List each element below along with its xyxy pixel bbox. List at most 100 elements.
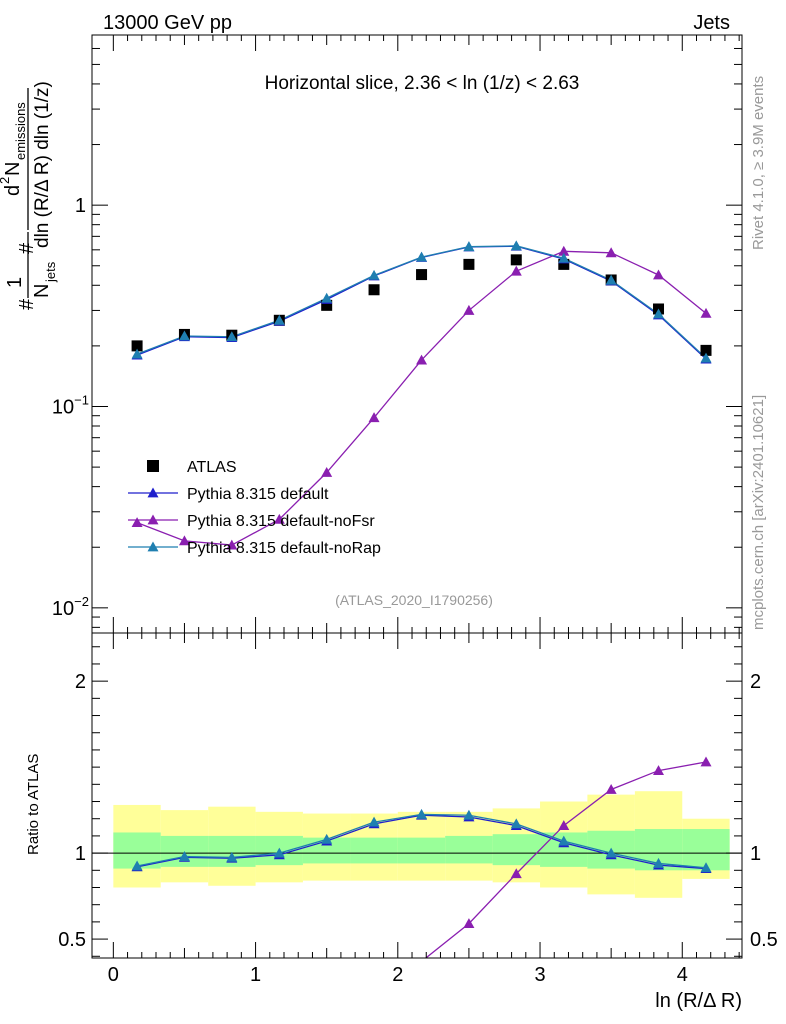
ratio-marker-noFsr — [463, 918, 475, 929]
legend-marker-noRap — [147, 541, 159, 552]
ylabel-hash-1: # — [16, 298, 38, 310]
marker-noRap — [321, 292, 333, 303]
marker-noRap — [273, 314, 285, 325]
line-default — [136, 245, 707, 360]
ylabel-hash-2: # — [16, 242, 38, 254]
ratio-frame — [91, 632, 743, 959]
ratio-marker-noRap — [226, 851, 238, 862]
marker-noFsr — [510, 265, 522, 276]
ratio-y-tick-label-right: 0.5 — [750, 929, 778, 951]
ylabel-njets: N — [31, 284, 53, 298]
ratio-marker-noFsr — [558, 820, 570, 830]
marker-atlas — [368, 284, 380, 296]
ratio-y-tick-label: 0.5 — [58, 929, 86, 951]
legend-label-default: Pythia 8.315 default — [187, 486, 329, 503]
band-inner — [350, 837, 398, 864]
marker-noFsr — [463, 304, 475, 315]
marker-noRap — [131, 348, 143, 359]
ratio-marker-noRap — [463, 809, 475, 820]
marker-atlas — [558, 258, 570, 270]
band-inner — [445, 835, 493, 864]
ratio-marker-noRap — [178, 851, 190, 861]
marker-atlas — [416, 269, 428, 281]
ratio-y-tick-label: 2 — [75, 671, 86, 693]
marker-noFsr — [321, 467, 333, 477]
line-noRap — [136, 245, 707, 359]
ylabel-nem: N — [2, 162, 24, 176]
marker-noFsr — [558, 245, 570, 256]
ylabel-njets-sub: jets — [43, 261, 58, 283]
marker-atlas — [700, 344, 712, 356]
marker-noRap — [226, 331, 238, 342]
ratio-marker-noRap — [605, 847, 617, 858]
legend-marker-default — [147, 487, 159, 498]
marker-noFsr — [368, 412, 380, 423]
marker-atlas — [131, 340, 143, 352]
marker-noRap — [700, 352, 712, 363]
legend-marker-noFsr — [147, 514, 159, 525]
marker-noRap — [605, 274, 617, 285]
ratio-marker-noFsr — [653, 765, 665, 775]
ylabel-d2-sup: 2 — [0, 177, 12, 184]
marker-noFsr — [131, 517, 143, 528]
band-inner — [397, 837, 446, 864]
marker-noFsr — [226, 539, 238, 550]
ratio-marker-noRap — [131, 860, 143, 871]
main-panel: Horizontal slice, 2.36 < ln (1/z) < 2.63… — [52, 34, 743, 634]
ratio-marker-noRap — [273, 847, 285, 858]
ylabel-d2: d — [2, 185, 24, 196]
marker-noRap — [178, 330, 190, 341]
ratio-marker-noRap — [321, 833, 333, 844]
legend-marker-atlas — [147, 460, 159, 472]
legend-label-atlas: ATLAS — [187, 459, 237, 476]
ratio-marker-noRap — [368, 816, 380, 827]
ratio-marker-noRap — [510, 818, 522, 829]
y-tick-label: 1 — [75, 195, 86, 217]
header-jets: Jets — [693, 12, 730, 34]
marker-noFsr — [700, 307, 712, 318]
ratio-y-tick-label-right: 1 — [750, 843, 761, 865]
marker-noFsr — [178, 535, 190, 546]
analysis-watermark: (ATLAS_2020_I1790256) — [335, 592, 493, 608]
mcplots-label: mcplots.cern.ch [arXiv:2401.10621] — [750, 395, 767, 630]
ratio-marker-noRap — [653, 857, 665, 868]
main-title: Horizontal slice, 2.36 < ln (1/z) < 2.63 — [265, 73, 580, 94]
ylabel-nem-sub: emissions — [13, 102, 28, 160]
ratio-marker-noFsr — [605, 783, 617, 794]
x-tick-label: 0 — [108, 964, 119, 986]
marker-noFsr — [605, 247, 617, 258]
ylabel-one: 1 — [4, 277, 26, 288]
ratio-marker-noRap — [558, 835, 570, 846]
ratio-y-tick-label: 1 — [75, 843, 86, 865]
legend-label-noFsr: Pythia 8.315 default-noFsr — [187, 513, 375, 530]
x-tick-label: 4 — [677, 964, 688, 986]
marker-noRap — [510, 240, 522, 251]
y-tick-label: 10−2 — [52, 594, 89, 620]
marker-noFsr — [653, 269, 665, 280]
rivet-version-label: Rivet 4.1.0, ≥ 3.9M events — [750, 76, 767, 250]
ratio-marker-noFsr — [700, 756, 712, 767]
marker-atlas — [321, 299, 333, 311]
ratio-marker-noRap — [416, 808, 428, 819]
legend: ATLAS Pythia 8.315 default Pythia 8.315 de… — [128, 459, 381, 557]
band-inner — [492, 834, 541, 866]
marker-noFsr — [273, 513, 285, 524]
marker-atlas — [510, 254, 522, 266]
x-tick-label: 3 — [534, 964, 545, 986]
ratio-marker-noRap — [700, 862, 712, 873]
marker-noRap — [416, 251, 428, 262]
header-energy: 13000 GeV pp — [103, 12, 232, 34]
x-tick-label: 2 — [392, 964, 403, 986]
ylabel-denominator: dln (R/Δ R) dln (1/z) — [32, 81, 53, 248]
marker-noRap — [463, 241, 475, 252]
marker-noRap — [368, 269, 380, 280]
marker-noRap — [558, 252, 570, 263]
ratio-y-axis-label: Ratio to ATLAS — [25, 754, 42, 855]
legend-label-noRap: Pythia 8.315 default-noRap — [187, 540, 381, 557]
x-axis-label: ln (R/Δ R) — [655, 990, 742, 1012]
ratio-y-tick-label-right: 2 — [750, 671, 761, 693]
main-y-axis-label: # 1 N jets # d 2 N emissions dln (R/Δ R)… — [0, 81, 58, 310]
x-tick-label: 1 — [250, 964, 261, 986]
ratio-panel: 0.5 0.5 1 1 2 2 0 1 2 3 4 — [58, 632, 778, 986]
